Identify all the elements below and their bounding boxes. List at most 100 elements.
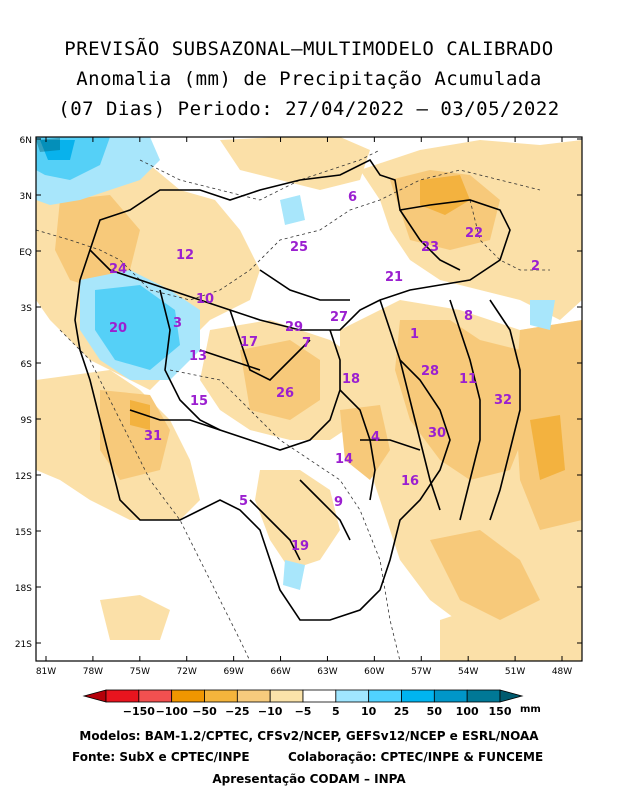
legend-color-box [401,689,435,703]
legend-tick-label: −150 [123,705,156,718]
basin-label: 15 [190,394,208,409]
credit-models: Modelos: BAM-1.2/CPTEC, CFSv2/NCEP, GEFS… [79,729,539,743]
latitude-tick-label: 6N [20,136,32,146]
basin-label: 22 [465,226,483,241]
basin-label: 5 [239,494,248,509]
region-top-orange [220,137,370,190]
region-nw-corner [36,138,60,152]
latitude-tick-label: 18S [15,584,32,594]
region-w-mid [55,195,140,290]
legend-color-box [105,689,140,703]
country-borders [35,149,550,662]
region-w-blue-mid [95,285,180,370]
title-line-3: (07 Dias) Periodo: 27/04/2022 — 03/05/20… [58,98,560,120]
color-legend: −150 −100 −50 −25 −10 −5 5 10 25 50 100 150 [82,689,524,718]
legend-color-box [138,689,173,703]
credit-source: Fonte: SubX e CPTEC/INPE [72,750,250,764]
latitude-tick-label: 3S [21,304,33,314]
longitude-tick-label: 60W [364,667,384,677]
region-e-strong [530,415,565,480]
legend-unit: mm [520,704,541,715]
map-frame [35,136,583,662]
region-bottom-orange [440,600,582,661]
legend-color-box [335,689,370,703]
region-e-mid [395,320,530,480]
basin-label: 1 [410,327,419,342]
basin-label: 32 [494,393,512,408]
basin-label: 21 [385,270,403,285]
basin-label: 17 [240,335,258,350]
longitude-tick-label: 69W [223,667,243,677]
basin-label: 13 [189,349,207,364]
longitude-tick-label: 63W [317,667,337,677]
longitude-tick-label: 72W [177,667,197,677]
region-e-blue [530,300,555,330]
credit-collaboration: Colaboração: CPTEC/INPE & FUNCEME [288,750,544,764]
region-se-mid [430,530,540,620]
legend-tick-label: −50 [192,705,217,718]
legend-tick-label: 150 [489,705,512,718]
legend-tick-label: −100 [156,705,189,718]
legend-left-arrow [82,689,107,703]
latitude-tick-label: 3N [20,192,32,202]
anomaly-shading [36,137,582,661]
longitude-tick-label: 54W [458,667,478,677]
basin-label: 16 [401,474,419,489]
basin-label: 31 [144,429,162,444]
basin-label: 23 [421,240,439,255]
latitude-tick-label: 12S [15,472,32,482]
basin-label: 27 [330,310,348,325]
basin-label: 8 [464,309,473,324]
basin-label: 26 [276,386,294,401]
region-nw-blue-strong [40,140,75,160]
basin-label: 25 [290,240,308,255]
title-line-1: PREVISÃO SUBSAZONAL—MULTIMODELO CALIBRAD… [64,38,554,60]
legend-tick-label: −10 [258,705,283,718]
latitude-tick-label: 6S [21,360,33,370]
basin-label: 11 [459,372,477,387]
region-cs-mid [340,405,390,480]
legend-color-box [204,689,238,703]
latitude-tick-label: 15S [15,528,32,538]
basin-label: 20 [109,321,127,336]
region-bl-orange [100,595,170,640]
latitude-axis: 6N 3N EQ 3S 6S 9S 12S 15S 18S 21S [15,136,582,650]
basin-label: 12 [176,248,194,263]
longitude-tick-label: 78W [83,667,103,677]
basin-label: 24 [109,262,127,277]
basin-label: 30 [428,426,446,441]
region-s-blue [283,560,305,590]
legend-color-box [269,689,304,703]
region-n-blue [280,195,305,225]
legend-color-box [368,689,402,703]
basin-label: 3 [173,316,182,331]
basin-label: 10 [196,292,214,307]
region-sw-strong [130,400,150,430]
basin-label: 28 [421,364,439,379]
longitude-tick-label: 48W [552,667,572,677]
region-s-orange [255,470,340,570]
latitude-tick-label: 9S [21,416,33,426]
region-c-mid [240,340,320,420]
basin-labels: 1 2 3 4 5 6 7 8 9 10 11 12 13 14 15 16 1… [109,190,540,554]
legend-right-arrow [499,689,524,703]
legend-tick-label: 25 [394,705,409,718]
legend-tick-label: 10 [361,705,377,718]
legend-color-box [466,689,501,703]
longitude-tick-label: 75W [130,667,150,677]
legend-tick-label: 5 [332,705,340,718]
basin-label: 6 [348,190,357,205]
legend-tick-label: −25 [225,705,250,718]
longitude-tick-label: 57W [411,667,431,677]
longitude-tick-label: 81W [36,667,56,677]
longitude-tick-label: 66W [270,667,290,677]
basin-label: 18 [342,372,360,387]
basin-boundaries [74,158,521,621]
legend-color-box [171,689,205,703]
legend-tick-label: −5 [295,705,312,718]
basin-label: 2 [531,259,540,274]
basin-label: 14 [335,452,353,467]
legend-color-box [236,689,271,703]
latitude-tick-label: 21S [15,640,32,650]
